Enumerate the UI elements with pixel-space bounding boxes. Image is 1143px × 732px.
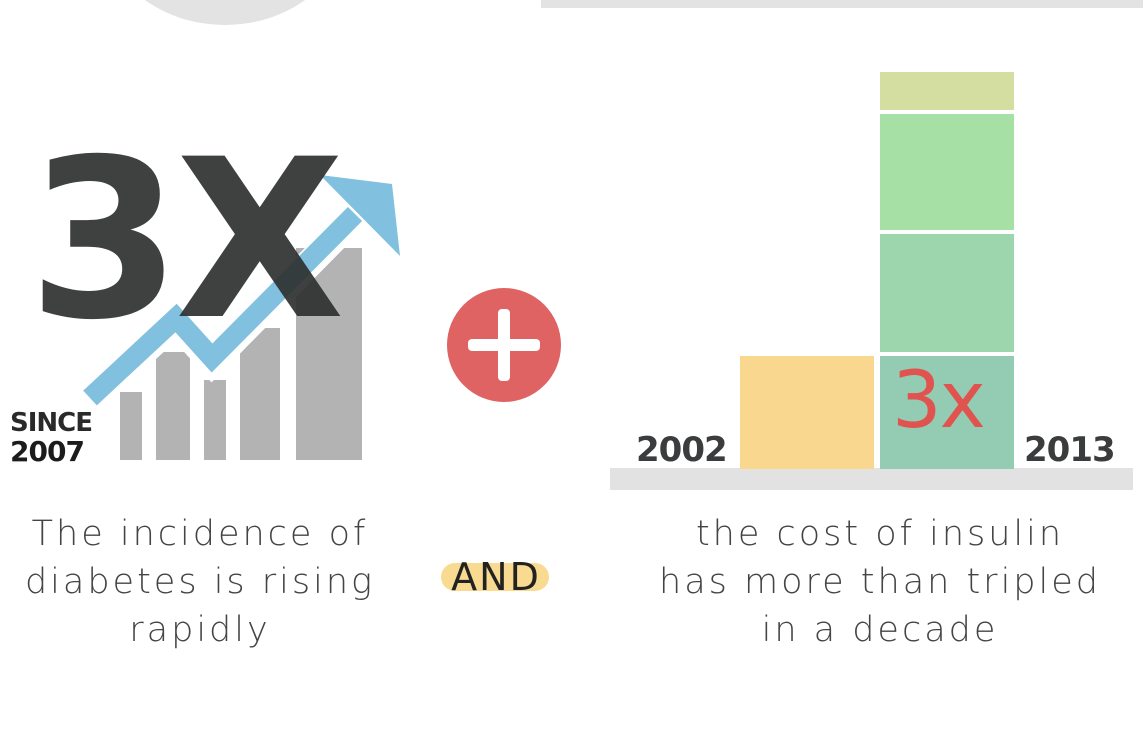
caption-line: the cost of insulin — [695, 514, 1065, 554]
cost-multiplier: 3x — [892, 356, 986, 446]
growth-bar — [120, 392, 142, 460]
growth-bar — [156, 352, 190, 460]
since-year: 2007 — [10, 435, 85, 468]
incidence-caption: The incidence of diabetes is rising rapi… — [10, 510, 390, 654]
bar-2013-segment — [880, 114, 1014, 230]
top-divider — [541, 0, 1143, 8]
bar-2013-segment — [880, 356, 1014, 469]
category-label-2002: 2002 — [636, 430, 728, 470]
chart-baseline — [610, 468, 1133, 490]
caption-line: diabetes is rising — [24, 562, 376, 602]
growth-bar — [240, 328, 280, 460]
cost-caption: the cost of insulin has more than triple… — [650, 510, 1110, 654]
bar-2002 — [740, 356, 874, 469]
and-highlight — [441, 563, 549, 591]
incidence-multiplier: 3X — [28, 112, 345, 368]
growth-bar — [204, 380, 226, 460]
since-label: SINCE — [10, 408, 93, 438]
plus-icon — [447, 288, 561, 402]
caption-line: The incidence of — [31, 514, 369, 554]
incidence-graphic: 3X SINCE 2007 — [0, 0, 420, 480]
caption-line: rapidly — [129, 610, 271, 650]
caption-line: has more than tripled — [659, 562, 1101, 602]
category-label-2013: 2013 — [1024, 430, 1116, 470]
bar-2013-segment — [880, 234, 1014, 352]
trend-arrow-icon — [82, 175, 400, 409]
insulin-cost-chart: 2002 2013 3x — [610, 72, 1133, 490]
bar-2013-segment — [880, 72, 1014, 110]
and-label: AND — [451, 555, 541, 599]
caption-line: in a decade — [761, 610, 999, 650]
